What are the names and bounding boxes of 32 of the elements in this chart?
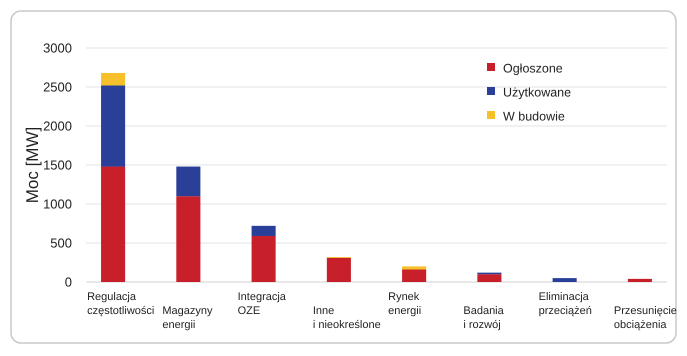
legend-label: W budowie xyxy=(503,109,565,124)
y-tick-label: 0 xyxy=(64,274,72,290)
bar xyxy=(101,85,126,167)
bar xyxy=(326,258,351,282)
bar xyxy=(101,166,126,282)
legend-label: Ogłoszone xyxy=(503,61,563,76)
legend-label: Użytkowane xyxy=(503,85,572,100)
bar xyxy=(402,270,426,282)
x-tick-label: Eliminacja przeciążeń xyxy=(538,291,592,317)
bar xyxy=(552,278,577,282)
bar xyxy=(402,266,426,270)
bar xyxy=(176,166,200,196)
bar xyxy=(628,278,652,282)
x-tick-label: Rynek energii xyxy=(388,291,422,317)
x-tick-label: Przesunięcie obciążenia xyxy=(614,305,677,331)
x-tick-label: Inne i nieokreślone xyxy=(312,305,381,331)
y-tick-label: 2000 xyxy=(43,118,72,134)
x-tick-label: Regulacja częstotliwości xyxy=(87,291,154,317)
bar xyxy=(252,226,276,236)
bar xyxy=(252,236,276,282)
y-tick-label: 1000 xyxy=(43,196,72,212)
x-tick-label: Badania i rozwój xyxy=(463,305,505,331)
y-tick-label: 3000 xyxy=(43,40,72,56)
x-tick-label: Magazyny energii xyxy=(162,305,213,331)
bar xyxy=(477,274,502,282)
y-tick-label: 500 xyxy=(50,236,72,251)
bar xyxy=(101,72,126,86)
y-tick-label: 1500 xyxy=(43,158,72,173)
bar xyxy=(176,196,200,282)
x-tick-label: Integracja OZE xyxy=(238,291,287,317)
y-tick-label: 2500 xyxy=(43,80,72,95)
y-axis-title: Moc [MW] xyxy=(23,126,42,204)
